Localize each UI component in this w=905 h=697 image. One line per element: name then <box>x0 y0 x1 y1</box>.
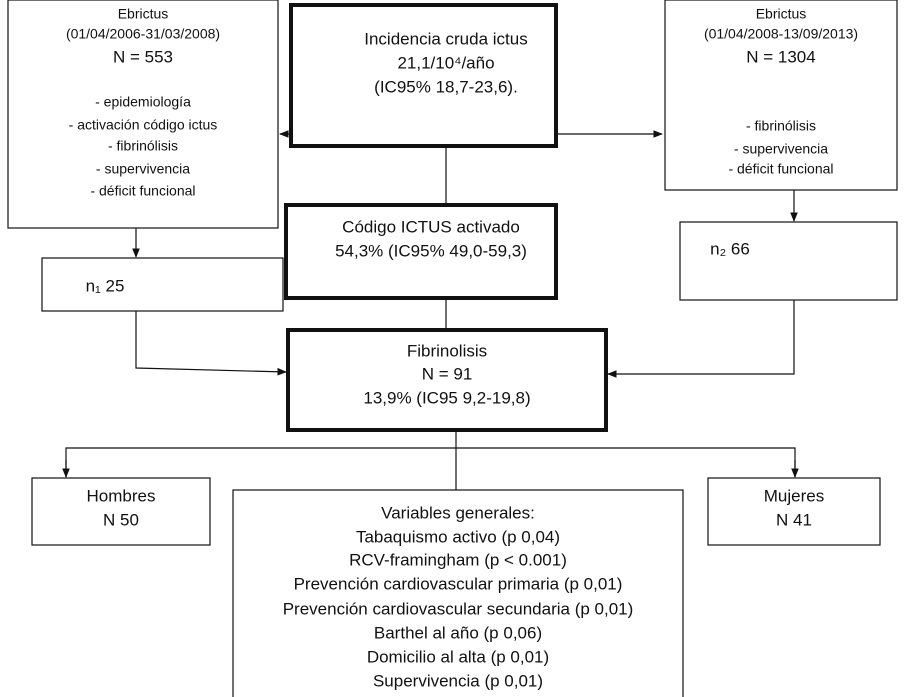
node-text: Código ICTUS activado <box>342 217 520 236</box>
node-text: (01/04/2008-13/09/2013) <box>704 26 858 42</box>
node-box <box>284 203 558 300</box>
node-text: (IC95% 18,7-23,6). <box>374 77 518 96</box>
node-text: - supervivencia <box>734 141 828 157</box>
node-text: n₁ 25 <box>86 276 125 295</box>
node-box <box>7 0 279 229</box>
node-text: Incidencia cruda ictus <box>364 29 527 48</box>
node: Código ICTUS activado 54,3% (IC95% 49,0-5… <box>284 203 558 300</box>
node-text: N = 91 <box>422 364 473 383</box>
node-text: 21,1/10⁴/año <box>397 53 494 72</box>
node-box <box>286 328 608 432</box>
node-text: Tabaquismo activo (p 0,04) <box>356 527 560 546</box>
node-text: 13,9% (IC95 9,2-19,8) <box>363 388 530 407</box>
node-text: Hombres <box>87 486 156 505</box>
node-text: Prevención cardiovascular secundaria (p … <box>283 599 634 618</box>
node-text: Ebrictus <box>756 6 807 22</box>
node-text: - supervivencia <box>96 161 190 177</box>
node: Hombres N 50 <box>31 477 211 546</box>
node-box <box>41 257 284 312</box>
node-box <box>664 0 898 191</box>
node-text: - activación código ictus <box>69 117 218 133</box>
boxes: Ebrictus (01/04/2006-31/03/2008) N = 553 - … <box>7 0 898 697</box>
node: n₁ 25 <box>41 257 284 312</box>
node: Incidencia cruda ictus 21,1/10⁴/año (IC95%… <box>289 3 558 148</box>
node-text: - fibrinólisis <box>746 118 816 134</box>
node-text: Mujeres <box>764 486 824 505</box>
node-box <box>31 477 211 546</box>
node-text: Barthel al año (p 0,06) <box>374 623 542 642</box>
node-text: - fibrinólisis <box>108 138 178 154</box>
node-text: N 41 <box>776 510 812 529</box>
node-text: RCV-framingham (p < 0.001) <box>349 550 567 569</box>
node-text: n₂ 66 <box>710 239 750 258</box>
arrow <box>607 300 795 378</box>
node: Fibrinolisis N = 91 13,9% (IC95 9,2-19,8) <box>286 328 608 432</box>
node-box <box>289 3 558 148</box>
node-text: Domicilio al alta (p 0,01) <box>367 647 549 666</box>
node: Ebrictus (01/04/2006-31/03/2008) N = 553 - … <box>7 0 279 229</box>
node-text: - epidemiología <box>95 94 191 110</box>
node-text: N = 553 <box>113 47 173 66</box>
node: Variables generales: Tabaquismo activo (p… <box>232 489 684 697</box>
node-box <box>679 221 898 301</box>
arrow <box>135 311 287 376</box>
node: n₂ 66 <box>679 221 898 301</box>
node-box <box>707 477 881 546</box>
node-text: 54,3% (IC95% 49,0-59,3) <box>335 241 527 260</box>
node-text: - déficit funcional <box>728 161 833 177</box>
node-text: (01/04/2006-31/03/2008) <box>66 26 220 42</box>
node-text: Fibrinolisis <box>407 341 487 360</box>
node-text: Supervivencia (p 0,01) <box>373 671 543 690</box>
node-box <box>232 489 684 697</box>
node-text: N = 1304 <box>746 47 815 66</box>
node-text: Variables generales: <box>381 503 535 522</box>
node: Mujeres N 41 <box>707 477 881 546</box>
node-text: - déficit funcional <box>90 183 195 199</box>
connector <box>65 447 796 477</box>
node-text: N 50 <box>103 510 139 529</box>
node-text: Ebrictus <box>118 6 169 22</box>
node: Ebrictus (01/04/2008-13/09/2013) N = 1304 -… <box>664 0 898 191</box>
node-text: Prevención cardiovascular primaria (p 0,… <box>294 574 623 593</box>
